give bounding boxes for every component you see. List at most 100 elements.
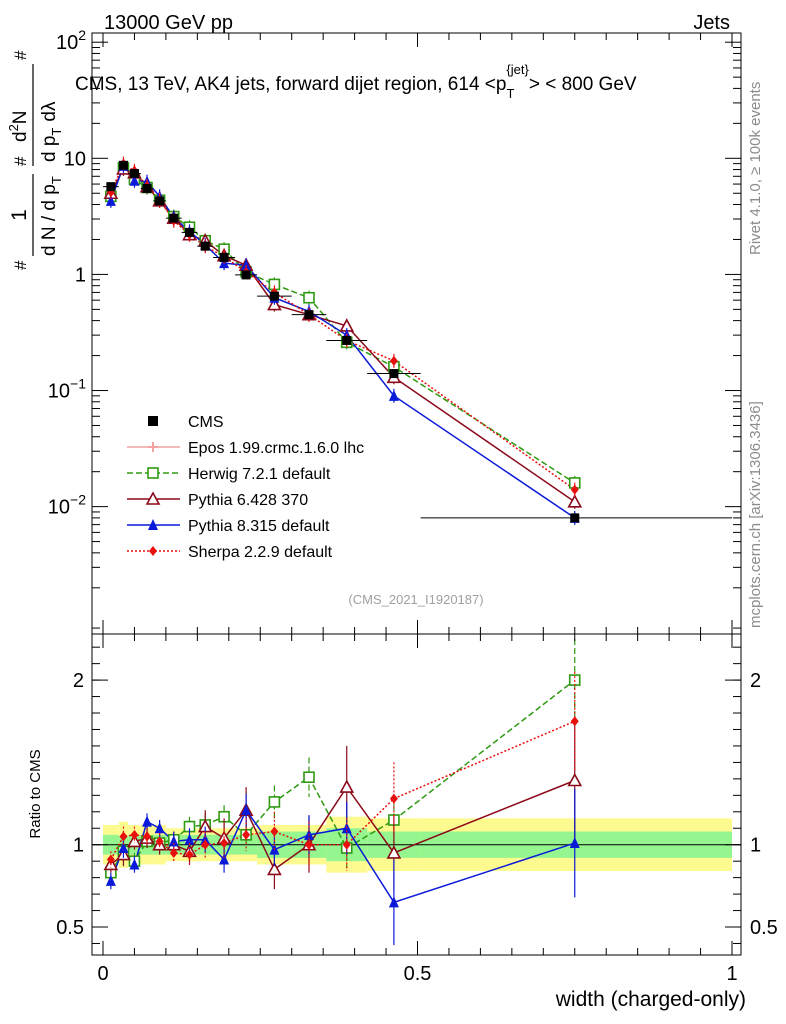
x-tick-label: 1	[726, 963, 737, 985]
cms-data-point	[129, 168, 139, 178]
main-y-tick-label: 10−2	[48, 492, 86, 519]
ratio-data-point	[127, 833, 142, 848]
main-y-tick-label: 1	[75, 264, 86, 286]
main-panel: 10−2 10−1 1 10 102 CMS, 13 TeV, AK4 jets, fo…	[6, 27, 742, 635]
legend-marker-1	[148, 442, 158, 452]
cms-data-point	[269, 291, 279, 301]
cms-data-point	[570, 513, 580, 523]
main-data-point	[303, 291, 315, 304]
main-data-point	[129, 174, 140, 186]
ratio-data-point	[268, 796, 281, 808]
ratio-data-point	[386, 845, 402, 859]
ratio-y-tick-label-right: 1	[750, 835, 761, 857]
chart-title: CMS, 13 TeV, AK4 jets, forward dijet reg…	[75, 62, 637, 101]
main-y-axis: 10−2 10−1 1 10 102	[48, 27, 741, 635]
legend-label-5: Sherpa 2.2.9 default	[188, 544, 333, 561]
ratio-data-point	[168, 835, 179, 847]
ratio-data-point	[241, 804, 252, 816]
x-tick-label: 0.5	[404, 963, 432, 985]
ratio-data-point	[304, 839, 313, 850]
ratio-data-point	[169, 847, 178, 858]
ratio-y-axis-label: Ratio to CMS	[27, 749, 44, 838]
cms-data-point	[304, 310, 314, 320]
main-data-point	[570, 484, 579, 495]
header-left: 13000 GeV pp	[104, 12, 233, 34]
ratio-data-point	[339, 779, 355, 793]
main-y-tick-label: 10−1	[48, 376, 86, 403]
cms-data-point	[389, 369, 399, 379]
cms-data-point	[200, 241, 210, 251]
ratio-data-point	[201, 839, 210, 850]
legend-label-0: CMS	[188, 414, 224, 431]
ratio-data-point	[118, 842, 129, 853]
analysis-watermark: (CMS_2021_I1920187)	[348, 592, 483, 607]
main-y-tick-label: 102	[56, 27, 86, 54]
ratio-data-point	[303, 771, 315, 784]
main-data-point	[105, 194, 116, 206]
cms-data-point	[219, 252, 229, 262]
header-right: Jets	[693, 12, 730, 34]
main-y-tick-label: 10	[64, 148, 86, 170]
ratio-data-point	[342, 839, 351, 850]
ylabel-hash-1: #	[11, 260, 30, 270]
ylabel-hash-3: #	[11, 50, 30, 60]
cms-data-point	[342, 335, 352, 345]
main-data-point	[388, 389, 399, 401]
ratio-data-point	[119, 831, 128, 842]
main-x-ticks	[102, 33, 733, 634]
ratio-data-point	[143, 831, 152, 842]
x-axis: 0 0.5 1	[97, 634, 738, 985]
ratio-data-point	[130, 829, 139, 840]
cms-data-point	[106, 182, 116, 192]
ratio-y-tick-label: 2	[73, 670, 84, 692]
ratio-data-point	[129, 858, 140, 870]
ylabel-denominator: d N / d pT	[39, 176, 64, 256]
legend-label-3: Pythia 6.428 370	[188, 492, 308, 509]
legend-marker-3	[145, 491, 161, 505]
ratio-y-tick-label: 1	[73, 835, 84, 857]
main-data-point	[567, 494, 583, 508]
reference-points	[103, 160, 732, 523]
cms-data-point	[169, 213, 179, 223]
ratio-y-tick-label-right: 2	[750, 670, 761, 692]
ratio-data-point	[267, 861, 282, 876]
ratio-data-point	[184, 833, 195, 845]
cms-data-point	[241, 270, 251, 280]
main-data-point	[241, 259, 252, 271]
ratio-data-point	[200, 833, 211, 845]
legend: CMS Epos 1.99.crmc.1.6.0 lhc Herwig 7.2.1 …	[127, 414, 364, 561]
ratio-data-point	[270, 826, 279, 837]
ratio-frame	[91, 633, 742, 956]
legend-marker-0	[148, 416, 158, 426]
ratio-y-tick-label: 0.5	[56, 917, 84, 939]
cms-data-point	[184, 227, 194, 237]
x-tick-label: 0	[97, 963, 108, 985]
main-data-point	[389, 355, 398, 366]
legend-label-2: Herwig 7.2.1 default	[188, 466, 331, 483]
ratio-data-point	[155, 836, 164, 847]
ratio-data-point	[185, 849, 194, 860]
x-axis-label: width (charged-only)	[555, 988, 746, 1011]
ratio-data-point	[154, 822, 165, 834]
ratio-data-point	[569, 837, 580, 849]
ratio-data-point	[105, 874, 116, 886]
legend-label-4: Pythia 8.315 default	[188, 518, 330, 535]
cms-data-point	[118, 160, 128, 170]
cms-data-point	[155, 196, 165, 206]
main-y-axis-label: # 1 d N / d pT # d2N d pTdλ #	[6, 50, 64, 270]
ratio-panel: 0.5 0.51 12 2 0 0.5 1 Ratio to CMS width (cha…	[27, 633, 778, 1011]
ylabel-d2n: d2N	[6, 110, 31, 142]
ratio-data-point	[570, 716, 579, 727]
ylabel-dpt-dlambda: d pTdλ	[39, 101, 64, 162]
ratio-data-point	[220, 838, 229, 849]
ratio-data-point	[242, 829, 251, 840]
ratio-y-tick-label-right: 0.5	[750, 917, 778, 939]
legend-marker-5	[149, 546, 157, 556]
mcplots-reference-label: mcplots.cern.ch [arXiv:1306.3436]	[747, 401, 764, 628]
ratio-data-point	[142, 815, 153, 827]
ratio-data-point	[388, 896, 399, 908]
ratio-data-point	[389, 793, 398, 804]
ylabel-one: 1	[8, 209, 31, 221]
legend-marker-4	[148, 519, 158, 530]
ratio-data-point	[106, 854, 115, 865]
